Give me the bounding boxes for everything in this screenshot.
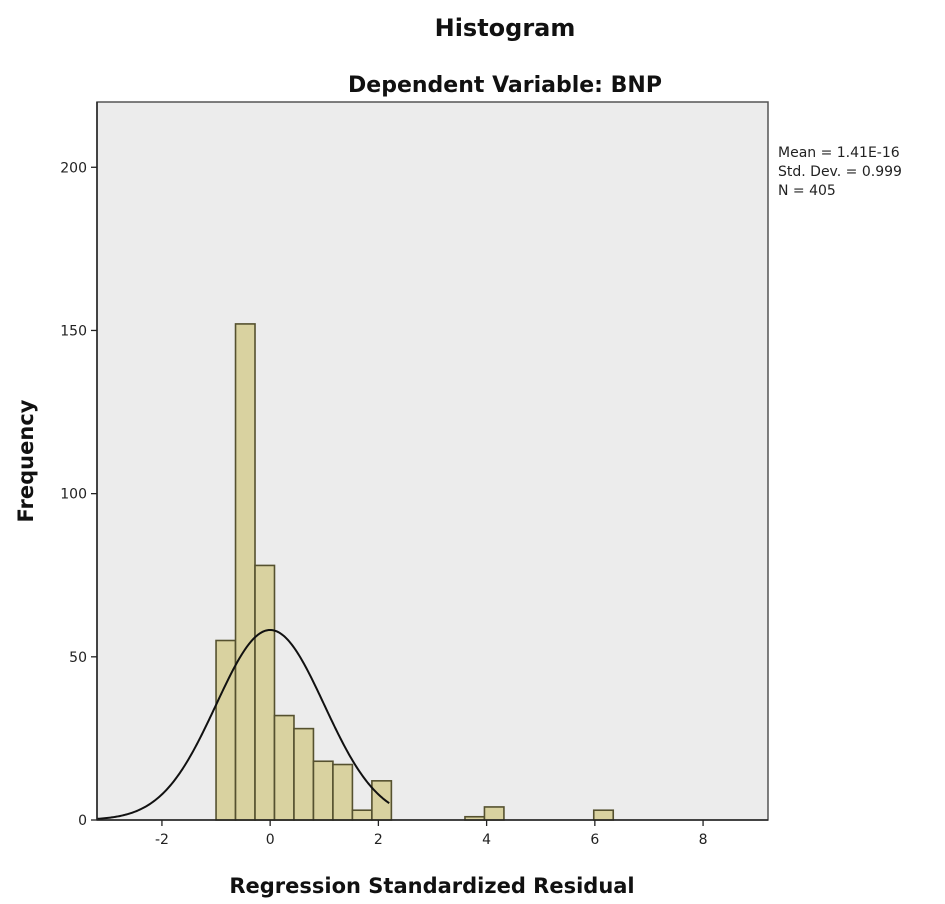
histogram-bar-4 <box>293 727 315 821</box>
stats-std-dev: Std. Dev. = 0.999 <box>778 164 902 180</box>
histogram-bar-5 <box>312 760 334 821</box>
x-tick-label: 0 <box>266 832 275 848</box>
plot-area <box>96 101 769 821</box>
y-tick-label: 100 <box>60 487 87 503</box>
chart-title: Histogram <box>435 14 576 42</box>
histogram-bar-11 <box>592 809 615 821</box>
x-tick-label: 6 <box>590 832 599 848</box>
y-tick-label: 200 <box>60 160 87 176</box>
x-tick-label: -2 <box>155 832 169 848</box>
x-tick-label: 2 <box>374 832 383 848</box>
chart-subtitle: Dependent Variable: BNP <box>348 73 662 98</box>
y-tick-label: 50 <box>69 650 87 666</box>
histogram-bar-1 <box>234 323 256 821</box>
histogram-bar-2 <box>254 564 276 821</box>
histogram-bar-3 <box>273 714 295 821</box>
x-axis-ticks: -2 0 2 4 6 8 <box>155 820 708 848</box>
histogram-bars <box>215 323 615 821</box>
y-axis-label: Frequency <box>14 399 38 522</box>
x-axis-label: Regression Standardized Residual <box>229 874 634 898</box>
histogram-bar-7 <box>351 809 373 821</box>
y-tick-label: 150 <box>60 323 87 339</box>
y-axis-ticks: 0 50 100 150 200 <box>60 160 97 829</box>
stats-n: N = 405 <box>778 183 836 199</box>
normal-curve <box>96 628 390 820</box>
y-tick-label: 0 <box>78 813 87 829</box>
histogram-bar-0 <box>215 639 237 821</box>
histogram-bar-10 <box>483 806 505 821</box>
x-tick-label: 4 <box>482 832 491 848</box>
histogram-bar-6 <box>332 763 354 821</box>
histogram-bar-8 <box>371 780 393 821</box>
x-tick-label: 8 <box>699 832 708 848</box>
stats-mean: Mean = 1.41E-16 <box>778 145 900 161</box>
